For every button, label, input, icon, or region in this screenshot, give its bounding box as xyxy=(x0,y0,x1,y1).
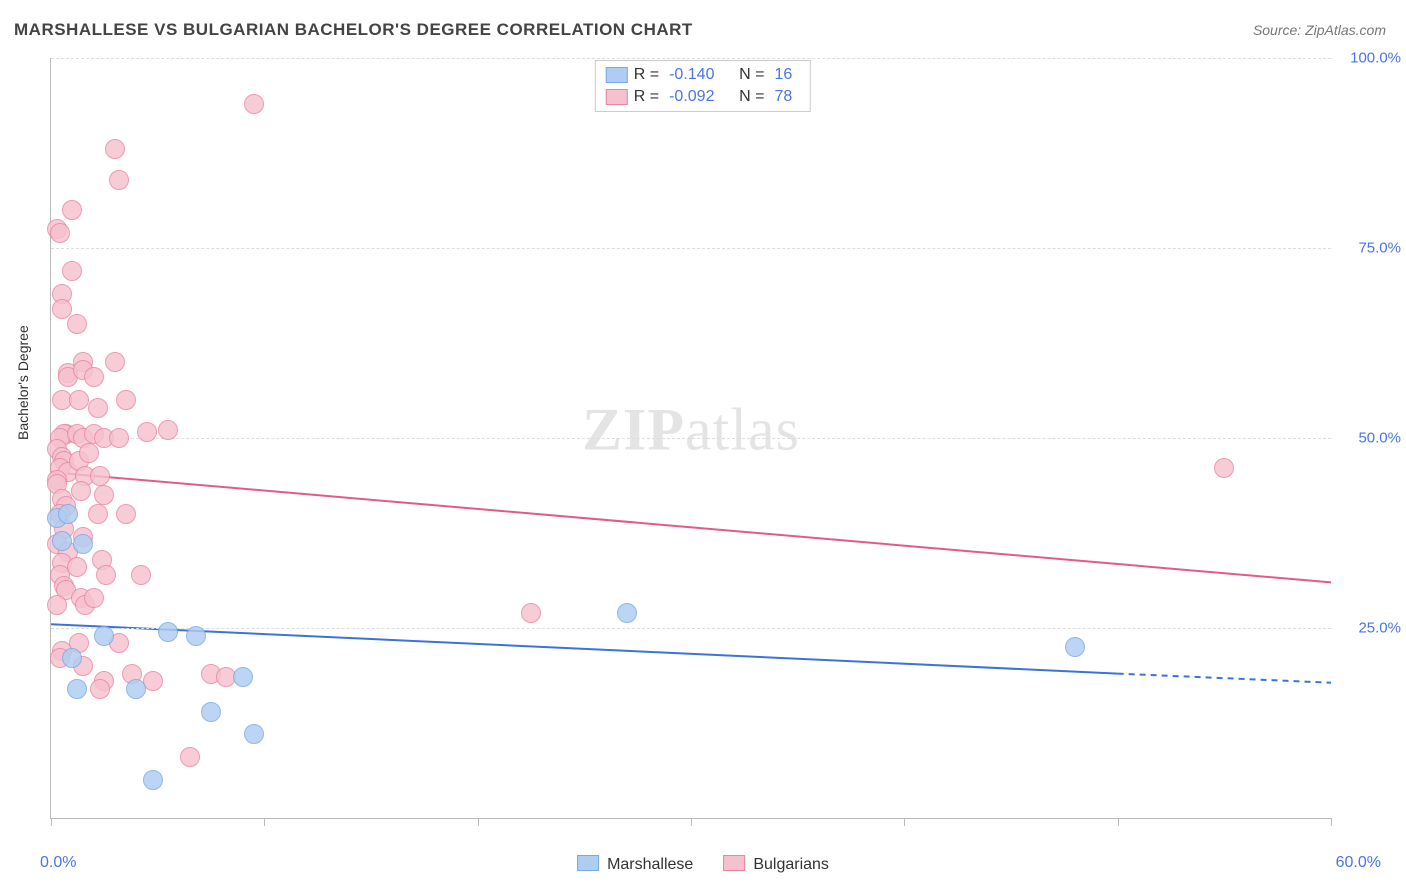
marshallese-point xyxy=(1065,637,1085,657)
marshallese-point xyxy=(158,622,178,642)
bulgarians-point xyxy=(521,603,541,623)
bulgarians-point xyxy=(67,314,87,334)
y-tick-label: 50.0% xyxy=(1358,430,1401,447)
correlation-legend: R = -0.140 N = 16 R = -0.092 N = 78 xyxy=(595,60,811,112)
marshallese-point xyxy=(67,679,87,699)
series-legend: Marshallese Bulgarians xyxy=(577,855,829,874)
chart-container: MARSHALLESE VS BULGARIAN BACHELOR'S DEGR… xyxy=(0,0,1406,892)
gridline-h xyxy=(51,628,1331,629)
bulgarians-point xyxy=(105,352,125,372)
bulgarians-point xyxy=(1214,458,1234,478)
legend-swatch xyxy=(606,67,628,83)
bulgarians-point xyxy=(62,200,82,220)
legend-row: R = -0.092 N = 78 xyxy=(606,86,796,108)
series-legend-item: Bulgarians xyxy=(723,855,829,874)
trend-line xyxy=(51,472,1331,582)
x-tick xyxy=(1118,818,1119,826)
bulgarians-point xyxy=(116,504,136,524)
bulgarians-point xyxy=(105,139,125,159)
marshallese-point xyxy=(58,504,78,524)
bulgarians-point xyxy=(79,443,99,463)
y-axis-title: Bachelor's Degree xyxy=(15,325,31,440)
marshallese-point xyxy=(52,531,72,551)
chart-title: MARSHALLESE VS BULGARIAN BACHELOR'S DEGR… xyxy=(14,20,693,40)
bulgarians-point xyxy=(69,390,89,410)
bulgarians-point xyxy=(158,420,178,440)
legend-swatch xyxy=(606,89,628,105)
marshallese-point xyxy=(94,626,114,646)
bulgarians-point xyxy=(109,170,129,190)
legend-swatch xyxy=(577,855,599,871)
bulgarians-point xyxy=(90,466,110,486)
legend-n-value: 16 xyxy=(770,64,796,86)
series-legend-label: Marshallese xyxy=(607,856,693,873)
x-tick xyxy=(691,818,692,826)
bulgarians-point xyxy=(137,422,157,442)
bulgarians-point xyxy=(47,595,67,615)
bulgarians-point xyxy=(84,588,104,608)
marshallese-point xyxy=(617,603,637,623)
legend-r-label: R = xyxy=(634,86,659,108)
bulgarians-point xyxy=(71,481,91,501)
x-axis-min-label: 0.0% xyxy=(40,854,76,872)
bulgarians-point xyxy=(94,485,114,505)
marshallese-point xyxy=(73,534,93,554)
bulgarians-point xyxy=(84,367,104,387)
bulgarians-point xyxy=(109,428,129,448)
bulgarians-point xyxy=(180,747,200,767)
legend-n-label: N = xyxy=(739,86,764,108)
marshallese-point xyxy=(233,667,253,687)
x-axis-max-label: 60.0% xyxy=(1336,854,1381,872)
x-tick xyxy=(264,818,265,826)
gridline-h xyxy=(51,438,1331,439)
trend-line xyxy=(1118,674,1331,683)
bulgarians-point xyxy=(96,565,116,585)
legend-row: R = -0.140 N = 16 xyxy=(606,64,796,86)
series-legend-item: Marshallese xyxy=(577,855,693,874)
gridline-h xyxy=(51,248,1331,249)
bulgarians-point xyxy=(131,565,151,585)
marshallese-point xyxy=(126,679,146,699)
legend-n-label: N = xyxy=(739,64,764,86)
gridline-h xyxy=(51,58,1331,59)
bulgarians-point xyxy=(67,557,87,577)
legend-r-label: R = xyxy=(634,64,659,86)
bulgarians-point xyxy=(90,679,110,699)
x-tick xyxy=(904,818,905,826)
bulgarians-point xyxy=(50,223,70,243)
marshallese-point xyxy=(201,702,221,722)
marshallese-point xyxy=(244,724,264,744)
bulgarians-point xyxy=(116,390,136,410)
legend-n-value: 78 xyxy=(770,86,796,108)
bulgarians-point xyxy=(143,671,163,691)
source-label: Source: ZipAtlas.com xyxy=(1253,22,1386,38)
x-tick xyxy=(51,818,52,826)
y-tick-label: 75.0% xyxy=(1358,240,1401,257)
series-legend-label: Bulgarians xyxy=(753,856,829,873)
x-tick xyxy=(1331,818,1332,826)
bulgarians-point xyxy=(88,504,108,524)
marshallese-point xyxy=(186,626,206,646)
legend-r-value: -0.092 xyxy=(665,86,733,108)
bulgarians-point xyxy=(88,398,108,418)
marshallese-point xyxy=(143,770,163,790)
plot-area: ZIPatlas 25.0%50.0%75.0%100.0% xyxy=(50,58,1331,819)
marshallese-point xyxy=(62,648,82,668)
bulgarians-point xyxy=(62,261,82,281)
y-tick-label: 25.0% xyxy=(1358,620,1401,637)
y-tick-label: 100.0% xyxy=(1350,50,1401,67)
legend-r-value: -0.140 xyxy=(665,64,733,86)
bulgarians-point xyxy=(244,94,264,114)
x-tick xyxy=(478,818,479,826)
legend-swatch xyxy=(723,855,745,871)
